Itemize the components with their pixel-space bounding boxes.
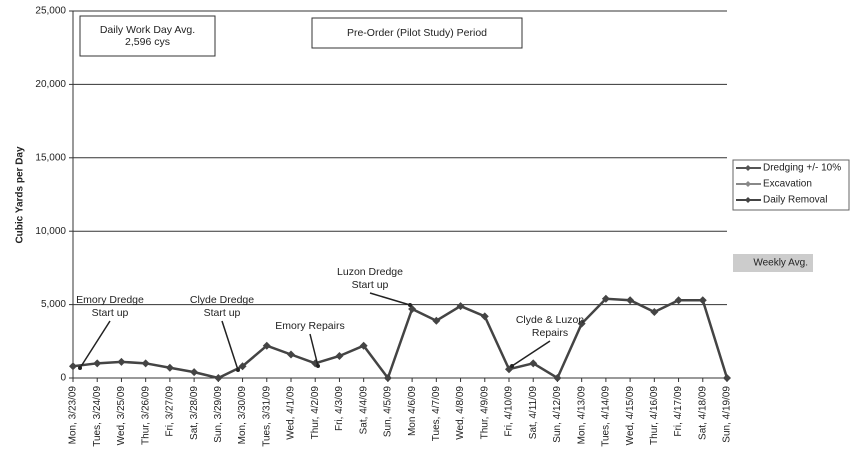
annotation: Emory Dredge — [76, 294, 144, 306]
annotation: Start up — [92, 307, 129, 319]
annotation: Luzon Dredge — [337, 266, 403, 278]
x-tick-label: Thur, 4/2/09 — [310, 386, 321, 440]
data-point — [698, 296, 707, 305]
x-tick-label: Sat, 4/18/09 — [697, 386, 708, 440]
x-tick-label: Sun, 4/5/09 — [383, 386, 394, 438]
x-tick-label: Wed, 4/8/09 — [455, 386, 466, 440]
data-point — [674, 296, 683, 305]
annotation-arrowhead — [316, 364, 320, 368]
x-tick-label: Tues, 3/24/09 — [92, 386, 103, 447]
x-tick-label: Wed, 3/25/09 — [116, 386, 127, 446]
legend-marker — [745, 197, 751, 203]
y-tick-label: 10,000 — [35, 226, 66, 237]
x-tick-label: Mon 4/6/09 — [407, 386, 418, 436]
info-box-text: 2,596 cys — [125, 36, 170, 48]
x-tick-label: Mon, 3/30/09 — [237, 386, 248, 445]
data-point — [93, 359, 102, 368]
y-tick-label: 5,000 — [41, 299, 66, 310]
x-tick-label: Sat, 3/28/09 — [189, 386, 200, 440]
annotation-arrowhead — [236, 368, 240, 372]
data-point — [238, 362, 247, 371]
annotation: Clyde Dredge — [190, 294, 254, 306]
x-tick-label: Fri, 4/3/09 — [334, 386, 345, 431]
x-tick-label: Fri, 3/27/09 — [165, 386, 176, 437]
y-tick-label: 0 — [60, 373, 66, 384]
annotation: Start up — [352, 279, 389, 291]
y-tick-label: 20,000 — [35, 79, 66, 90]
data-point — [650, 307, 659, 316]
x-tick-label: Tues, 3/31/09 — [261, 386, 272, 447]
data-point — [408, 305, 417, 314]
legend-marker — [745, 181, 751, 187]
info-box — [79, 15, 216, 57]
x-tick-label: Tues, 4/14/09 — [601, 386, 612, 447]
data-point — [165, 363, 174, 372]
data-point — [359, 341, 368, 350]
data-point — [601, 294, 610, 303]
x-tick-label: Sat, 4/11/09 — [528, 386, 539, 440]
x-tick-label: Wed, 4/1/09 — [286, 386, 297, 440]
info-box — [311, 17, 523, 49]
data-point — [69, 362, 77, 371]
data-point — [626, 296, 635, 305]
x-tick-label: Mon, 3/23/09 — [68, 386, 79, 445]
data-point — [577, 319, 586, 328]
x-tick-label: Sun, 3/29/09 — [213, 386, 224, 443]
annotation-arrow — [511, 340, 551, 367]
data-point — [287, 350, 295, 359]
series-line — [72, 297, 729, 381]
y-tick-label: 15,000 — [35, 152, 66, 163]
data-point — [723, 374, 731, 382]
x-tick-label: Wed, 4/15/09 — [625, 386, 636, 446]
data-point — [456, 302, 465, 311]
data-point — [214, 374, 223, 382]
annotation: Repairs — [532, 327, 568, 339]
info-box-text: Daily Work Day Avg. — [100, 24, 195, 36]
annotation-arrowhead — [510, 364, 514, 368]
data-point — [529, 359, 538, 368]
annotation-arrow — [309, 333, 319, 367]
annotation: Clyde & Luzon — [516, 314, 584, 326]
legend-label: Daily Removal — [763, 195, 827, 206]
data-point — [383, 374, 392, 382]
weekly-avg-box — [733, 254, 813, 272]
x-tick-label: Thur, 4/16/09 — [649, 386, 660, 445]
annotation-arrow — [79, 320, 111, 369]
data-point — [432, 316, 441, 325]
data-point — [190, 368, 199, 377]
annotation: Emory Repairs — [275, 320, 344, 332]
data-point — [141, 359, 150, 368]
legend-marker — [745, 165, 751, 171]
data-point — [553, 374, 562, 382]
x-tick-label: Tues, 4/7/09 — [431, 386, 442, 442]
data-point — [335, 351, 344, 360]
x-tick-label: Sun, 4/12/09 — [552, 386, 563, 443]
y-tick-label: 25,000 — [35, 6, 66, 17]
x-tick-label: Fri, 4/17/09 — [673, 386, 684, 437]
data-point — [117, 357, 126, 366]
info-box-text: Pre-Order (Pilot Study) Period — [347, 27, 487, 39]
x-tick-label: Thur, 4/9/09 — [479, 386, 490, 440]
legend-label: Excavation — [763, 179, 812, 190]
data-point — [262, 341, 271, 350]
x-tick-label: Sat, 4/4/09 — [358, 386, 369, 435]
x-tick-label: Mon, 4/13/09 — [576, 386, 587, 445]
x-tick-label: Thur, 3/26/09 — [140, 386, 151, 445]
weekly-avg-label: Weekly Avg. — [753, 258, 808, 269]
x-tick-label: Fri, 4/10/09 — [504, 386, 515, 437]
data-point — [480, 312, 489, 321]
annotation-arrow — [221, 320, 239, 371]
y-axis-label: Cubic Yards per Day — [15, 146, 26, 244]
x-tick-label: Sun, 4/19/09 — [722, 386, 733, 443]
annotation-arrowhead — [408, 303, 412, 307]
annotation-arrowhead — [78, 366, 82, 370]
annotation: Start up — [204, 307, 241, 319]
annotation-arrow — [369, 292, 411, 306]
legend-label: Dredging +/- 10% — [763, 163, 841, 174]
